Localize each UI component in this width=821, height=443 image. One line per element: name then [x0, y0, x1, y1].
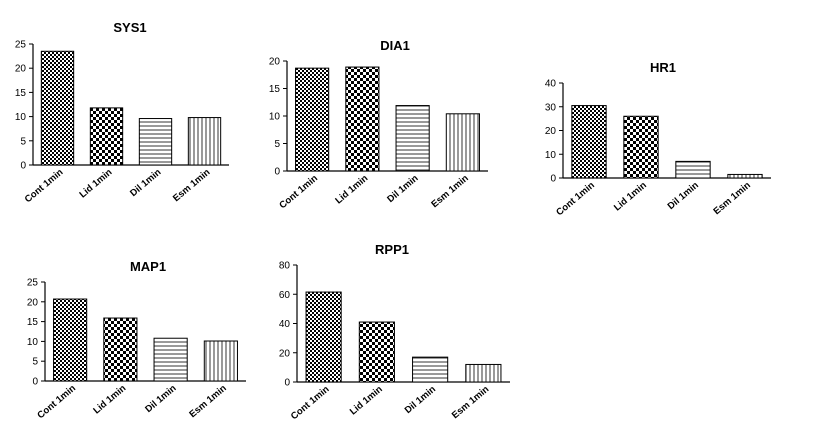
y-tick-label: 0	[550, 174, 556, 185]
chart-panel-hr1: HR1 0 10 20 30 40 Cont 1min Lid 1min Dil 1min Esm…	[545, 60, 771, 218]
y-tick-label: 20	[15, 64, 27, 75]
x-category-label: Dil 1min	[403, 384, 439, 416]
chart-panel-dia1: DIA1 0 5 10 15 20 Cont 1min Lid 1min Dil 1min Esm…	[269, 38, 488, 211]
y-tick-label: 5	[20, 136, 26, 147]
x-category-label: Lid 1min	[333, 173, 370, 207]
x-category-label: Esm 1min	[450, 384, 492, 421]
y-tick-label: 0	[20, 161, 26, 172]
x-category-label: Cont 1min	[554, 180, 597, 218]
y-tick-label: 20	[545, 126, 557, 137]
x-category-label: Lid 1min	[77, 167, 114, 201]
bar-cont-1min	[53, 298, 88, 382]
bar-cont-1min	[40, 50, 75, 166]
y-tick-label: 0	[284, 378, 290, 389]
x-category-label: Cont 1min	[289, 384, 332, 422]
x-category-label: Lid 1min	[91, 383, 128, 417]
y-tick-label: 15	[269, 84, 281, 95]
y-tick-label: 40	[279, 319, 291, 330]
bar-lid-1min	[89, 107, 124, 166]
bar-cont-1min	[305, 291, 342, 383]
x-category-label: Esm 1min	[429, 173, 471, 210]
y-tick-label: 15	[15, 88, 27, 99]
bar-esm-1min	[465, 363, 502, 383]
x-category-label: Dil 1min	[385, 173, 421, 205]
chart-title: RPP1	[375, 242, 409, 257]
y-tick-label: 30	[545, 102, 557, 113]
x-category-label: Cont 1min	[277, 173, 320, 211]
y-tick-label: 20	[269, 57, 281, 68]
chart-title: MAP1	[130, 259, 166, 274]
bar-dil-1min	[138, 118, 173, 166]
bar-lid-1min	[345, 66, 380, 172]
chart-title: DIA1	[380, 38, 410, 53]
y-tick-label: 60	[279, 290, 291, 301]
y-tick-label: 20	[27, 297, 39, 308]
bar-esm-1min	[727, 173, 763, 179]
chart-panel-sys1: SYS1 0 5 10 15 20 25 Cont 1min Lid 1min Dil 1min E…	[15, 20, 229, 205]
bar-cont-1min	[571, 105, 607, 179]
x-category-label: Esm 1min	[171, 167, 213, 204]
bar-dil-1min	[395, 105, 430, 172]
bar-lid-1min	[103, 317, 138, 382]
y-tick-label: 20	[279, 348, 291, 359]
y-tick-label: 80	[279, 261, 291, 272]
bar-esm-1min	[203, 340, 238, 382]
x-category-label: Lid 1min	[612, 180, 649, 214]
bar-dil-1min	[675, 160, 711, 179]
bar-lid-1min	[623, 115, 659, 179]
chart-title: SYS1	[113, 20, 146, 35]
x-category-label: Dil 1min	[128, 167, 164, 199]
y-tick-label: 10	[269, 112, 281, 123]
y-tick-label: 10	[15, 112, 27, 123]
bar-esm-1min	[187, 117, 222, 166]
y-tick-label: 40	[545, 79, 557, 90]
x-category-label: Lid 1min	[348, 384, 385, 418]
bar-dil-1min	[153, 337, 188, 382]
x-category-label: Esm 1min	[187, 383, 229, 420]
x-category-label: Cont 1min	[23, 167, 66, 205]
x-category-label: Dil 1min	[666, 180, 702, 212]
chart-title: HR1	[650, 60, 676, 75]
y-tick-label: 10	[27, 337, 39, 348]
y-tick-label: 15	[27, 317, 39, 328]
x-category-label: Dil 1min	[143, 383, 179, 415]
chart-panel-map1: MAP1 0 5 10 15 20 25 Cont 1min Lid 1min Dil 1min E…	[27, 259, 246, 421]
y-tick-label: 25	[27, 278, 39, 289]
y-tick-label: 10	[545, 150, 557, 161]
y-tick-label: 0	[274, 167, 280, 178]
bar-lid-1min	[358, 321, 395, 383]
bar-esm-1min	[445, 113, 480, 172]
y-tick-label: 0	[32, 377, 38, 388]
chart-panel-rpp1: RPP1 0 20 40 60 80 Cont 1min Lid 1min Dil 1min Es…	[279, 242, 510, 422]
bar-dil-1min	[412, 356, 449, 383]
x-category-label: Esm 1min	[711, 180, 753, 217]
bar-cont-1min	[295, 67, 330, 172]
y-tick-label: 5	[32, 357, 38, 368]
x-category-label: Cont 1min	[35, 383, 78, 421]
y-tick-label: 25	[15, 40, 27, 51]
y-tick-label: 5	[274, 139, 280, 150]
